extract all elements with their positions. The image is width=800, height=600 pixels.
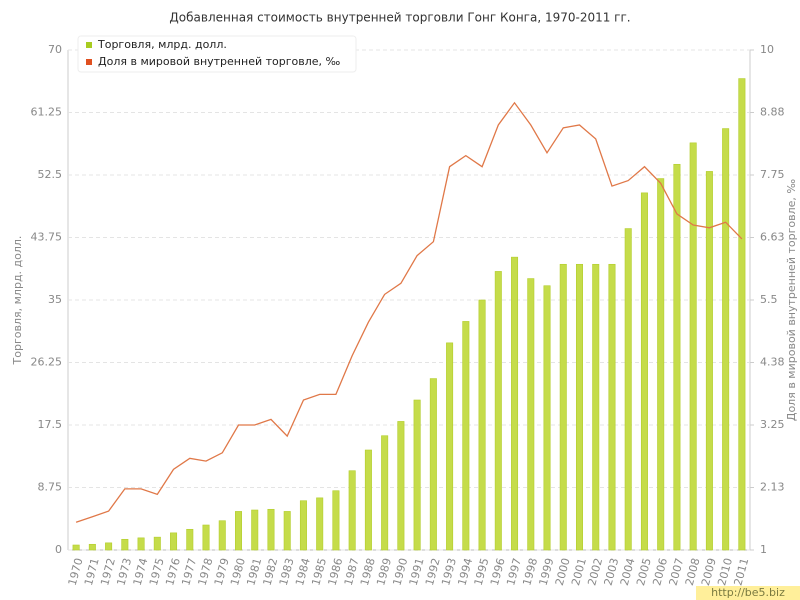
bar [478, 299, 486, 551]
bar [559, 263, 567, 551]
bar [640, 192, 648, 551]
bar [137, 537, 145, 551]
bar [332, 490, 340, 551]
chart-title: Добавленная стоимость внутренней торговл… [169, 11, 630, 25]
legend-swatch [86, 59, 92, 65]
y-tick-label: 35 [48, 293, 62, 306]
bar [494, 271, 502, 551]
bar [316, 497, 324, 551]
y2-tick-label: 7.75 [760, 168, 785, 181]
bar [121, 538, 129, 551]
y2-axis-label: Доля в мировой внутренней торговле, ‰ [785, 179, 798, 422]
bar [592, 263, 600, 551]
bar [575, 263, 583, 551]
bar [186, 528, 194, 551]
bar [689, 142, 697, 551]
y2-tick-label: 1 [760, 543, 767, 556]
bar [738, 78, 746, 551]
bar [413, 399, 421, 551]
bar [105, 542, 113, 551]
legend-label: Доля в мировой внутренней торговле, ‰ [98, 55, 341, 68]
y2-tick-label: 3.25 [760, 418, 785, 431]
y-tick-label: 61.25 [31, 106, 63, 119]
bar [608, 263, 616, 551]
watermark-box [696, 586, 800, 600]
bar [72, 544, 80, 551]
y-tick-label: 70 [48, 43, 62, 56]
bar [657, 178, 665, 551]
y-tick-label: 8.75 [38, 481, 63, 494]
bar [511, 256, 519, 551]
bar [218, 520, 226, 551]
y2-tick-label: 2.13 [760, 481, 785, 494]
bar [153, 536, 161, 551]
bar [624, 228, 632, 551]
bar [722, 128, 730, 551]
bar [462, 321, 470, 551]
line [75, 101, 743, 523]
y2-tick-label: 5.5 [760, 293, 778, 306]
legend: Торговля, млрд. долл. Доля в мировой внут… [77, 35, 357, 73]
bar [299, 500, 307, 551]
y-tick-label: 43.75 [31, 231, 63, 244]
bar [429, 378, 437, 551]
bar [673, 163, 681, 551]
bar [251, 509, 259, 551]
bar [283, 511, 291, 551]
bar [364, 449, 372, 551]
y2-tick-label: 4.38 [760, 356, 785, 369]
bar [527, 278, 535, 551]
y-tick-label: 0 [55, 543, 62, 556]
bar [543, 285, 551, 551]
legend-box [77, 35, 357, 73]
y-tick-label: 17.5 [38, 418, 63, 431]
y-tick-label: 26.25 [31, 356, 63, 369]
bar [348, 470, 356, 551]
y-axis-label: Торговля, млрд. долл. [11, 236, 24, 366]
y-tick-label: 52.5 [38, 168, 63, 181]
legend-label: Торговля, млрд. долл. [97, 38, 227, 51]
bar [88, 543, 96, 551]
bar [267, 508, 275, 551]
bar [397, 421, 405, 551]
bar [705, 171, 713, 551]
y2-tick-label: 10 [760, 43, 774, 56]
y2-tick-label: 6.63 [760, 231, 785, 244]
bar [235, 511, 243, 551]
watermark: http://be5.biz [711, 586, 785, 599]
legend-swatch [86, 42, 92, 48]
y2-tick-label: 8.88 [760, 106, 785, 119]
bar [381, 435, 389, 551]
bar [202, 524, 210, 551]
bar [446, 342, 454, 551]
bar [170, 532, 178, 551]
